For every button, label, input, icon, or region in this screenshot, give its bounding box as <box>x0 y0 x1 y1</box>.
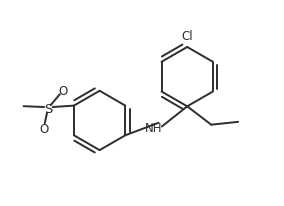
Text: O: O <box>39 122 49 135</box>
Text: NH: NH <box>145 122 162 135</box>
Text: O: O <box>59 85 68 98</box>
Text: Cl: Cl <box>181 30 193 43</box>
Text: S: S <box>44 102 53 115</box>
